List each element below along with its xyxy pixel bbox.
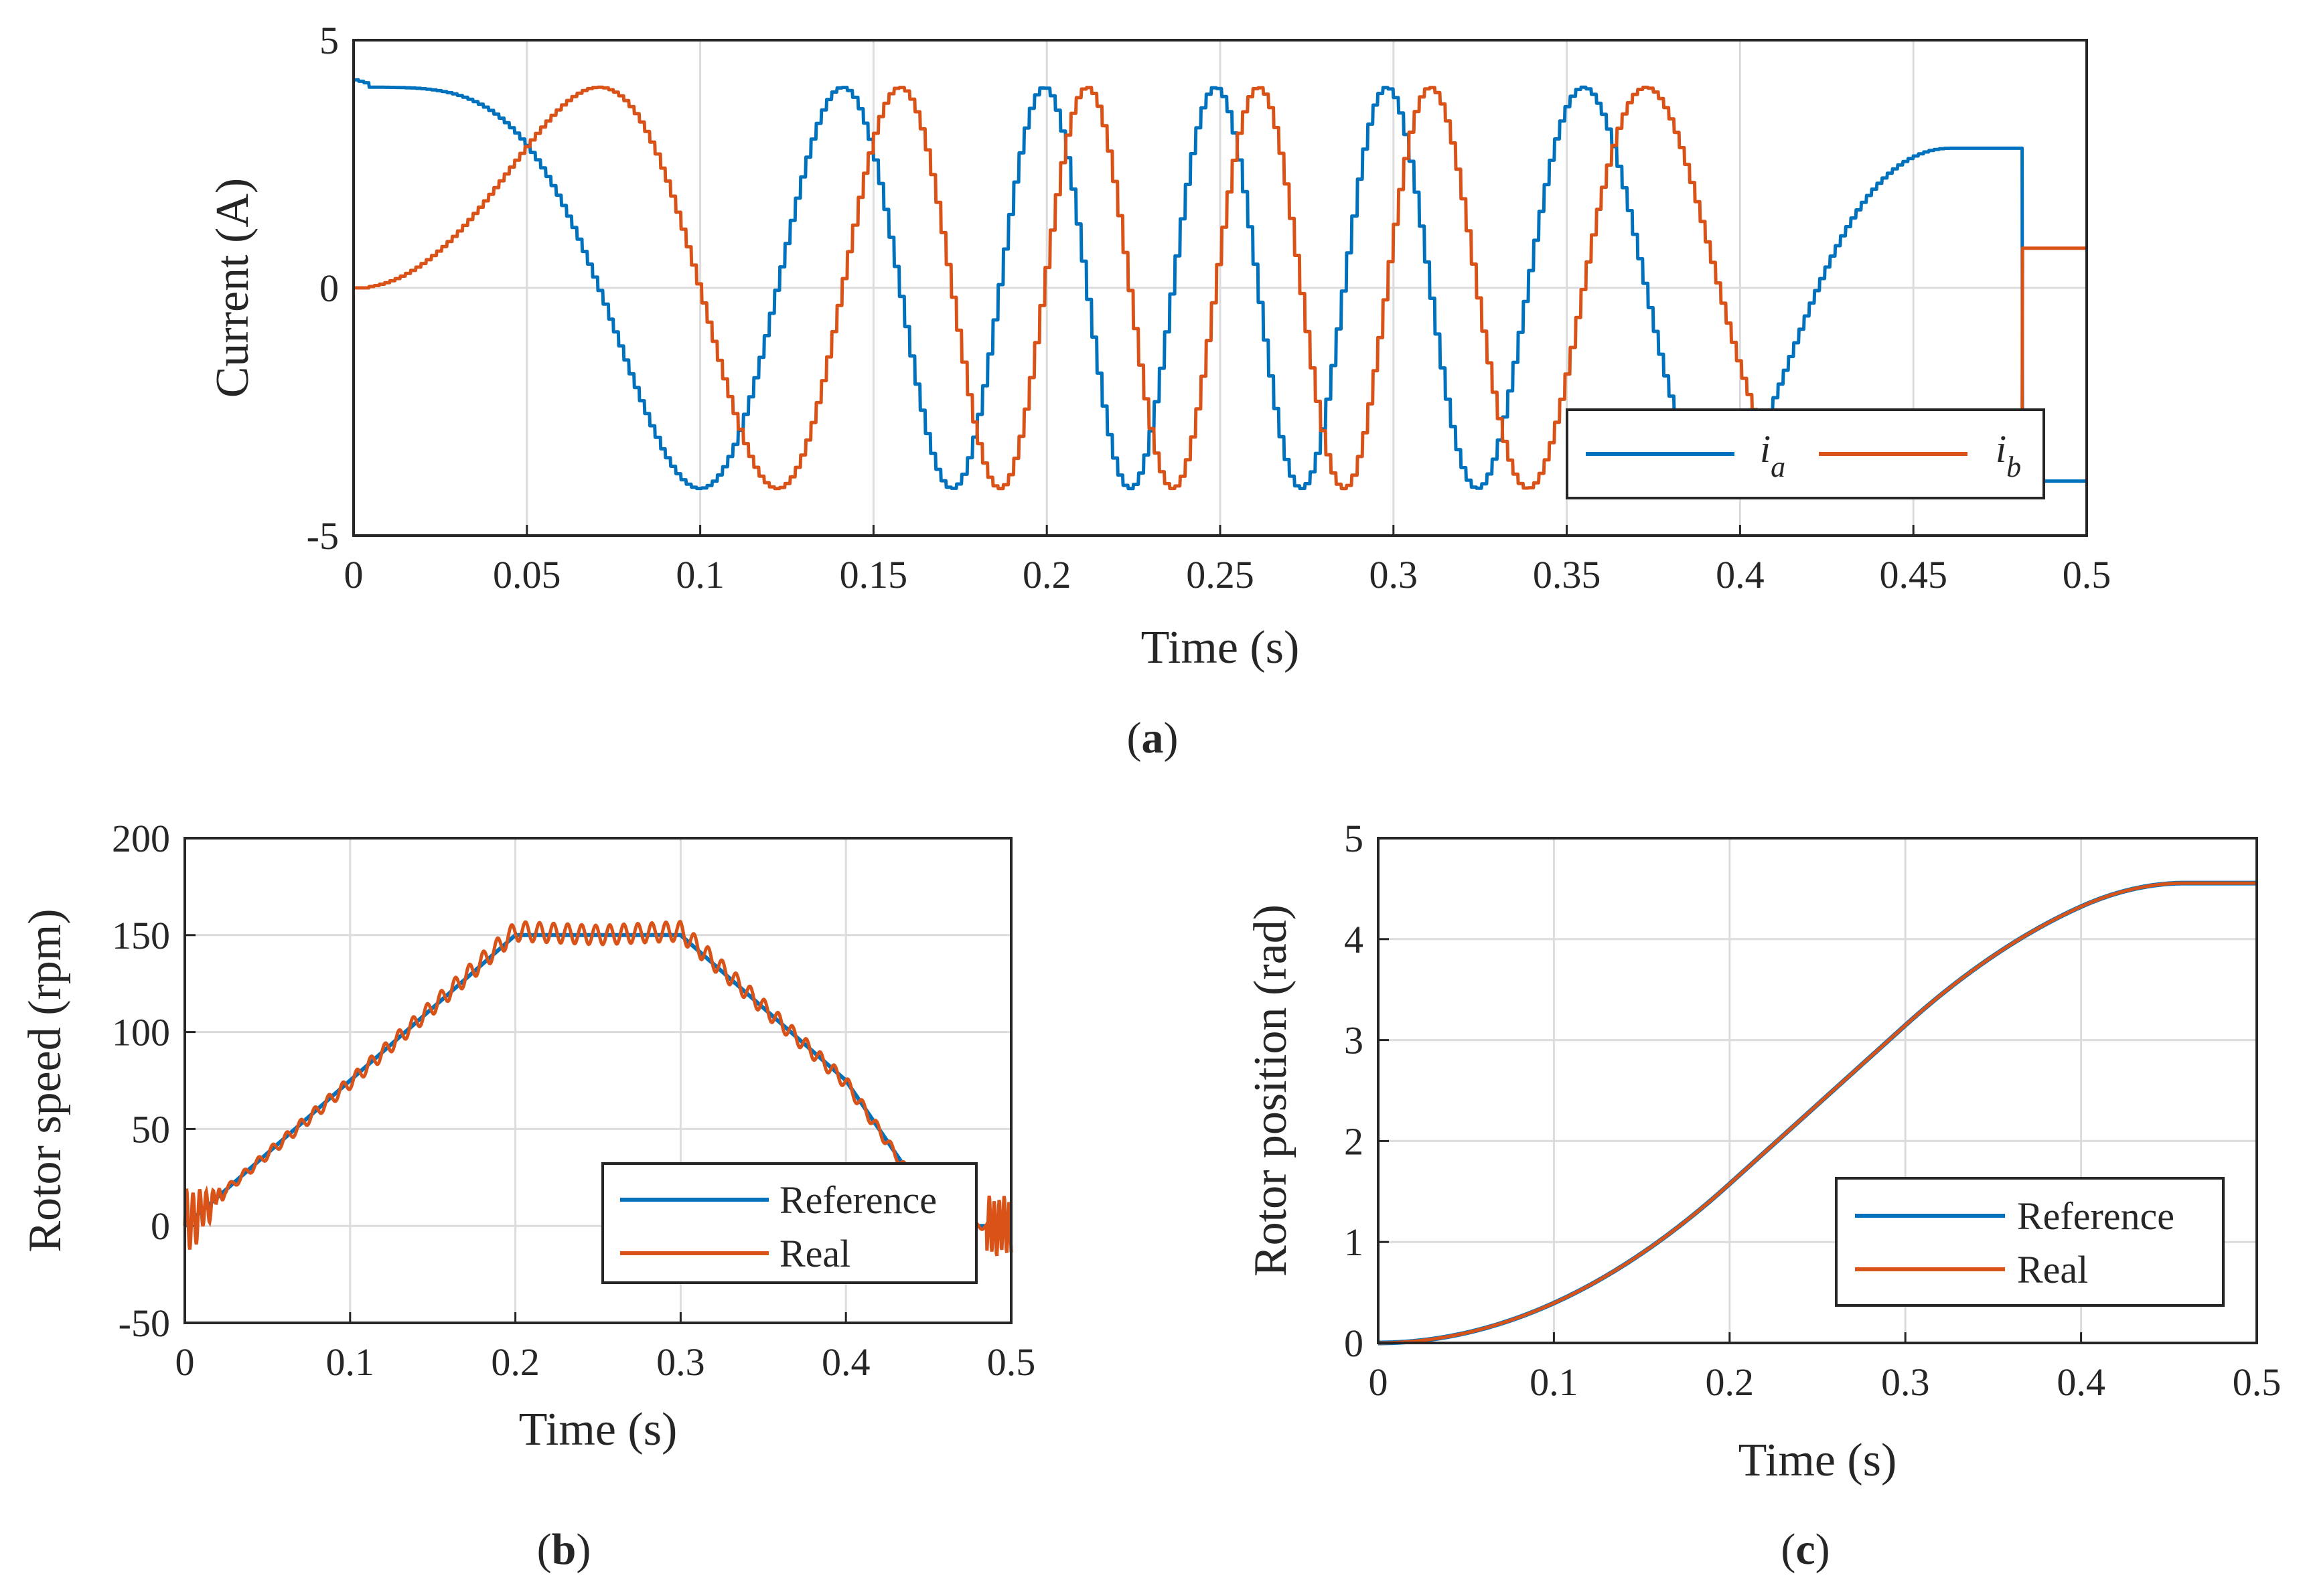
panel-a-legend: ia ib	[1566, 408, 2045, 499]
panel-b-xtick-label: 0	[175, 1340, 195, 1384]
panel-a-xlabel: Time (s)	[1141, 622, 1300, 673]
panel-b-legend-label-real: Real	[779, 1232, 850, 1275]
panel-a-ylabel: Current (A)	[207, 178, 258, 398]
panel-c-ytick-label: 1	[1344, 1220, 1363, 1264]
panel-a-axes-box	[352, 39, 2088, 537]
panel-a-ytick-label: 0	[319, 266, 339, 310]
panel-b-ytick-label: 100	[112, 1011, 170, 1054]
panel-c-ytick-label: 3	[1344, 1019, 1363, 1062]
panel-b-xlabel: Time (s)	[519, 1404, 678, 1455]
panel-b-legend-box	[601, 1162, 978, 1284]
panel-c-xtick-label: 0.4	[2057, 1360, 2105, 1404]
panel-b-ytick-label: 200	[112, 817, 170, 860]
panel-c-rotor-position: 0 0.1 0.2 0.3 0.4 0.5 0 1 2 3 4 5 Time (s) Rotor po…	[1245, 817, 2281, 1574]
legend-label-ia: ia	[1760, 427, 1785, 483]
panel-c-xtick-label: 0	[1369, 1360, 1388, 1404]
series-line-ia	[352, 78, 2088, 491]
panel-c-legend-label-real: Real	[2017, 1248, 2088, 1291]
panel-c-ytick-label: 0	[1344, 1322, 1363, 1365]
panel-b-xtick-label: 0.5	[987, 1340, 1036, 1384]
panel-c-ytick-label: 4	[1344, 918, 1363, 961]
panel-a-ytick-label: 5	[319, 19, 339, 62]
panel-b-ytick-label: 150	[112, 914, 170, 957]
panel-b-axes-box	[183, 837, 1013, 1324]
panel-a-caption: (a)	[1127, 714, 1179, 763]
panel-c-legend: Reference Real	[1835, 1177, 2225, 1307]
panel-a-current: 0 0.05 0.1 0.15 0.2 0.25 0.3 0.35 0.4 0.45 0.5-505…	[207, 19, 2111, 763]
panel-a-xtick-label: 0.4	[1716, 553, 1765, 596]
panel-c-legend-box	[1835, 1177, 2225, 1307]
panel-c-axes-box	[1377, 837, 2258, 1344]
panel-a-xtick-label: 0.15	[840, 553, 908, 596]
series-line-speed-real	[183, 919, 1013, 1257]
panel-b-xtick-label: 0.3	[656, 1340, 705, 1384]
panel-b-legend-label-reference: Reference	[779, 1178, 937, 1222]
panel-c-ylabel: Rotor position (rad)	[1245, 904, 1296, 1277]
panel-c-xtick-label: 0.3	[1881, 1360, 1930, 1404]
panel-c-tick-labels: 0 0.1 0.2 0.3 0.4 0.5 0 1 2 3 4 5	[1344, 817, 2281, 1404]
panel-a-xtick-label: 0.1	[676, 553, 725, 596]
panel-a-xtick-label: 0.45	[1879, 553, 1947, 596]
panel-b-xtick-label: 0.4	[822, 1340, 871, 1384]
panel-b-xtick-label: 0.2	[491, 1340, 540, 1384]
series-line-position-real	[1378, 881, 2257, 1345]
panel-c-xtick-label: 0.2	[1706, 1360, 1755, 1404]
panel-a-xtick-label: 0	[344, 553, 364, 596]
panel-c-legend-label-reference: Reference	[2017, 1194, 2174, 1238]
panel-a-xtick-label: 0.05	[493, 553, 561, 596]
panel-a-xtick-label: 0.25	[1186, 553, 1254, 596]
panel-a-xtick-label: 0.35	[1533, 553, 1601, 596]
panel-a-tick-labels: 0 0.05 0.1 0.15 0.2 0.25 0.3 0.35 0.4 0.45 0.5-505	[307, 19, 2111, 596]
panel-b-ytick-label: 50	[131, 1107, 170, 1151]
legend-label-ib: ib	[1996, 427, 2021, 483]
panel-a-xtick-label: 0.5	[2063, 553, 2111, 596]
panel-c-xtick-label: 0.1	[1530, 1360, 1578, 1404]
panel-c-ytick-label: 5	[1344, 817, 1363, 860]
panel-b-xtick-label: 0.1	[326, 1340, 375, 1384]
panel-b-ytick-label: 0	[151, 1204, 170, 1248]
panel-c-ytick-label: 2	[1344, 1119, 1363, 1163]
panel-c-xlabel: Time (s)	[1738, 1435, 1897, 1486]
panel-b-ylabel: Rotor speed (rpm)	[19, 908, 71, 1252]
panel-b-ytick-label: -50	[119, 1301, 170, 1345]
panel-b-lines	[183, 919, 1013, 1257]
panel-c-caption: (c)	[1781, 1525, 1830, 1574]
panel-b-caption: (b)	[537, 1525, 591, 1574]
panel-b-legend: Reference Real	[601, 1162, 978, 1284]
panel-c-xtick-label: 0.5	[2233, 1360, 2282, 1404]
panel-a-ytick-label: -5	[307, 514, 339, 558]
panel-c-lines	[1378, 880, 2257, 1346]
panel-a-xtick-label: 0.3	[1369, 553, 1418, 596]
panel-a-xtick-label: 0.2	[1023, 553, 1071, 596]
